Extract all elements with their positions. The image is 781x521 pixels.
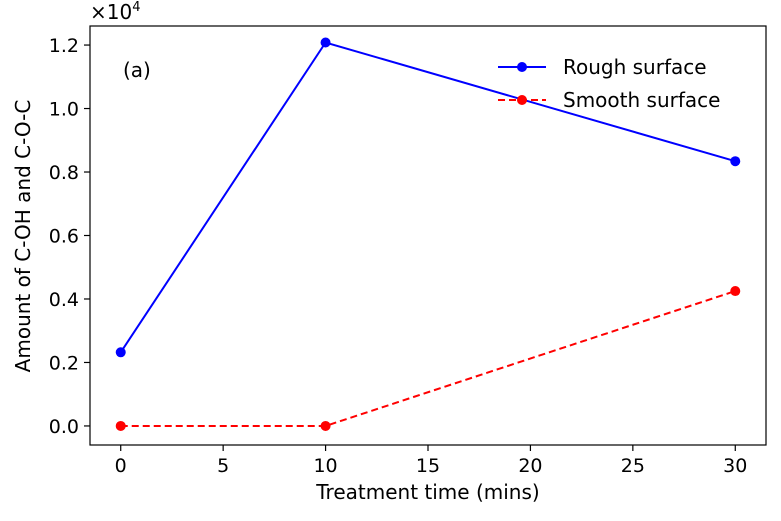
legend: Rough surface Smooth surface xyxy=(498,55,720,112)
x-tick-label: 15 xyxy=(416,455,440,477)
legend-marker-smooth xyxy=(517,95,527,105)
y-tick-label: 1.2 xyxy=(49,35,79,57)
y-scale-base: ×10 xyxy=(90,0,132,24)
data-point-smooth-surface xyxy=(320,420,331,431)
data-point-rough-surface xyxy=(115,347,126,358)
x-axis-label: Treatment time (mins) xyxy=(315,480,539,504)
x-tick-label: 25 xyxy=(621,455,645,477)
y-tick-label: 0.8 xyxy=(49,162,79,184)
y-tick-label: 1.0 xyxy=(49,99,79,121)
series-line-smooth-surface xyxy=(120,290,736,427)
x-tick-label: 5 xyxy=(217,455,229,477)
y-tick-label: 0.4 xyxy=(49,289,79,311)
data-point-rough-surface xyxy=(730,156,741,167)
data-point-rough-surface xyxy=(320,37,331,48)
plot-frame xyxy=(89,25,767,446)
y-axis-label: Amount of C-OH and C-O-C xyxy=(11,100,35,373)
data-point-smooth-surface xyxy=(115,420,126,431)
legend-label-rough: Rough surface xyxy=(563,55,707,79)
legend-label-smooth: Smooth surface xyxy=(563,88,720,112)
x-tick-label: 30 xyxy=(723,455,747,477)
y-scale-multiplier: ×104 xyxy=(90,0,141,24)
y-tick-label: 0.6 xyxy=(49,226,79,248)
x-tick-label: 20 xyxy=(518,455,542,477)
series-layer xyxy=(115,37,741,431)
y-scale-exponent: 4 xyxy=(132,0,140,15)
panel-label: (a) xyxy=(123,58,151,82)
legend-marker-rough xyxy=(517,62,527,72)
x-tick-label: 10 xyxy=(313,455,337,477)
y-tick-label: 0.2 xyxy=(49,352,79,374)
y-tick-label: 0.0 xyxy=(49,416,79,438)
axis-ticks: 0 5 10 15 20 25 30 0.0 0.2 0.4 0.6 0.8 1.0 1.2 xyxy=(49,35,748,477)
data-point-smooth-surface xyxy=(730,286,741,297)
x-tick-label: 0 xyxy=(115,455,127,477)
